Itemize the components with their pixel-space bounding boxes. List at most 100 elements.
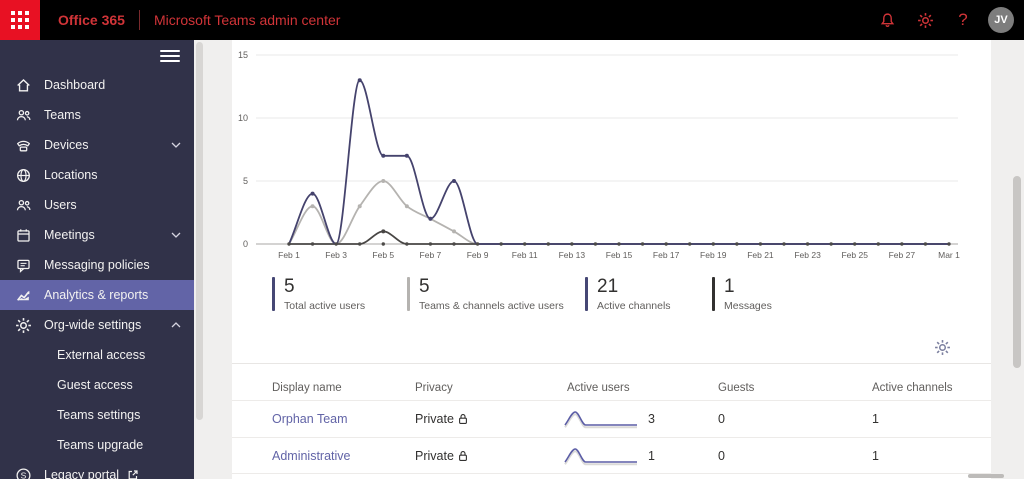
privacy-label: Private	[415, 412, 454, 426]
chevron-down-icon[interactable]	[170, 139, 182, 151]
user-avatar[interactable]: JV	[988, 7, 1014, 33]
horizontal-scrollbar-thumb[interactable]	[968, 474, 1004, 478]
stat-messages: 1 Messages	[712, 277, 772, 312]
sidebar-item-legacy-portal[interactable]: S Legacy portal	[0, 460, 194, 479]
svg-text:Feb 3: Feb 3	[325, 250, 347, 260]
active-users-sparkline	[564, 447, 637, 465]
skype-icon: S	[16, 467, 31, 479]
sidebar-item-external-access[interactable]: External access	[0, 340, 194, 370]
chart-y-axis-labels: 0 5 10 15	[238, 50, 248, 249]
home-icon	[15, 77, 32, 94]
active-users-cell: 3	[562, 409, 655, 429]
chevron-down-icon[interactable]	[170, 229, 182, 241]
phone-icon	[15, 137, 32, 154]
column-header-guests[interactable]: Guests	[718, 382, 755, 394]
svg-text:Feb 13: Feb 13	[559, 250, 586, 260]
usage-line-chart: Feb 1 Feb 3 Feb 5 Feb 7 Feb 9 Feb 11 Feb 13 Feb…	[238, 50, 960, 260]
svg-text:Mar 1: Mar 1	[938, 250, 960, 260]
stat-teams-channels-active-users: 5 Teams & channels active users	[407, 277, 564, 312]
svg-text:Feb 15: Feb 15	[606, 250, 633, 260]
sidebar-item-org-wide-settings[interactable]: Org-wide settings	[0, 310, 194, 340]
stat-label: Teams & channels active users	[419, 300, 564, 312]
sidebar-item-label: Teams	[44, 108, 81, 122]
question-mark-icon: ?	[958, 10, 968, 29]
gear-icon	[917, 12, 934, 29]
stat-color-bar	[407, 277, 410, 311]
sidebar-item-devices[interactable]: Devices	[0, 130, 194, 160]
notifications-button[interactable]	[868, 0, 906, 40]
globe-icon	[15, 167, 32, 184]
svg-text:Feb 5: Feb 5	[372, 250, 394, 260]
guests-value: 0	[718, 412, 725, 426]
column-header-privacy[interactable]: Privacy	[415, 382, 453, 394]
svg-text:15: 15	[238, 50, 248, 60]
help-button[interactable]: ?	[944, 0, 982, 40]
svg-text:Feb 11: Feb 11	[512, 250, 538, 260]
column-header-active-channels[interactable]: Active channels	[872, 382, 953, 394]
waffle-icon	[11, 11, 29, 29]
team-name-link[interactable]: Orphan Team	[272, 412, 348, 426]
sidebar-item-teams-upgrade[interactable]: Teams upgrade	[0, 430, 194, 460]
svg-text:Feb 19: Feb 19	[700, 250, 727, 260]
chart-icon	[15, 287, 32, 304]
sidebar-item-meetings[interactable]: Meetings	[0, 220, 194, 250]
stat-value: 21	[597, 276, 619, 297]
sidebar-item-dashboard[interactable]: Dashboard	[0, 70, 194, 100]
chart-gridlines	[256, 54, 958, 245]
svg-text:S: S	[21, 470, 27, 479]
team-name-link[interactable]: Administrative	[272, 448, 351, 463]
section-divider	[232, 363, 991, 364]
table-header-row: Display name Privacy Active users Guests…	[232, 370, 991, 400]
column-header-display-name[interactable]: Display name	[272, 382, 342, 394]
stat-total-active-users: 5 Total active users	[272, 277, 365, 312]
page-scrollbar-thumb[interactable]	[1013, 176, 1021, 368]
sidebar-item-label: Devices	[44, 138, 89, 152]
sidebar-scrollbar-thumb[interactable]	[196, 42, 203, 420]
app-launcher-button[interactable]	[0, 0, 40, 40]
sidebar-item-teams[interactable]: Teams	[0, 100, 194, 130]
stat-value: 5	[419, 276, 430, 297]
calendar-icon	[15, 227, 32, 244]
page-scroll-gutter	[991, 40, 1024, 479]
stat-color-bar	[585, 277, 588, 311]
sidebar-item-analytics-reports[interactable]: Analytics & reports	[0, 280, 194, 310]
top-app-bar: Office 365 Microsoft Teams admin center …	[0, 0, 1024, 40]
table-settings-gear-icon[interactable]	[934, 339, 951, 356]
sidebar-item-label: External access	[57, 348, 146, 362]
active-channels-value: 1	[872, 448, 879, 463]
stat-value: 5	[284, 276, 295, 297]
column-header-active-users[interactable]: Active users	[567, 382, 630, 394]
bell-icon	[879, 12, 896, 29]
stat-color-bar	[712, 277, 715, 311]
people-icon	[15, 197, 32, 214]
sidebar-item-label: Analytics & reports	[44, 288, 149, 302]
sidebar-item-label: Teams settings	[57, 408, 141, 422]
stat-active-channels: 21 Active channels	[585, 277, 671, 312]
chart-x-axis-labels: Feb 1 Feb 3 Feb 5 Feb 7 Feb 9 Feb 11 Feb 13 Feb…	[278, 250, 960, 260]
chat-icon	[15, 257, 32, 274]
svg-text:0: 0	[243, 239, 248, 249]
stat-label: Messages	[724, 300, 772, 312]
sidebar-item-guest-access[interactable]: Guest access	[0, 370, 194, 400]
privacy-cell: Private	[415, 449, 468, 463]
sidebar-item-locations[interactable]: Locations	[0, 160, 194, 190]
nav-list: Dashboard Teams Devices Locations Users	[0, 70, 194, 479]
chevron-up-icon[interactable]	[170, 319, 182, 331]
sidebar-item-label: Org-wide settings	[44, 318, 142, 332]
sidebar-item-users[interactable]: Users	[0, 190, 194, 220]
svg-text:10: 10	[238, 113, 248, 123]
menu-toggle-button[interactable]	[160, 47, 180, 65]
sidebar-item-teams-settings[interactable]: Teams settings	[0, 400, 194, 430]
settings-button[interactable]	[906, 0, 944, 40]
active-users-sparkline	[564, 411, 637, 429]
privacy-label: Private	[415, 448, 454, 463]
stat-label: Total active users	[284, 300, 366, 312]
sidebar-item-label: Legacy portal	[44, 468, 120, 479]
sidebar-navigation: Dashboard Teams Devices Locations Users	[0, 40, 194, 479]
sidebar-item-messaging-policies[interactable]: Messaging policies	[0, 250, 194, 280]
office-365-brand[interactable]: Office 365	[58, 12, 125, 28]
chart-day-markers	[287, 242, 951, 246]
sidebar-item-label: Users	[44, 198, 77, 212]
main-content: Feb 1 Feb 3 Feb 5 Feb 7 Feb 9 Feb 11 Feb 13 Feb…	[232, 40, 991, 479]
